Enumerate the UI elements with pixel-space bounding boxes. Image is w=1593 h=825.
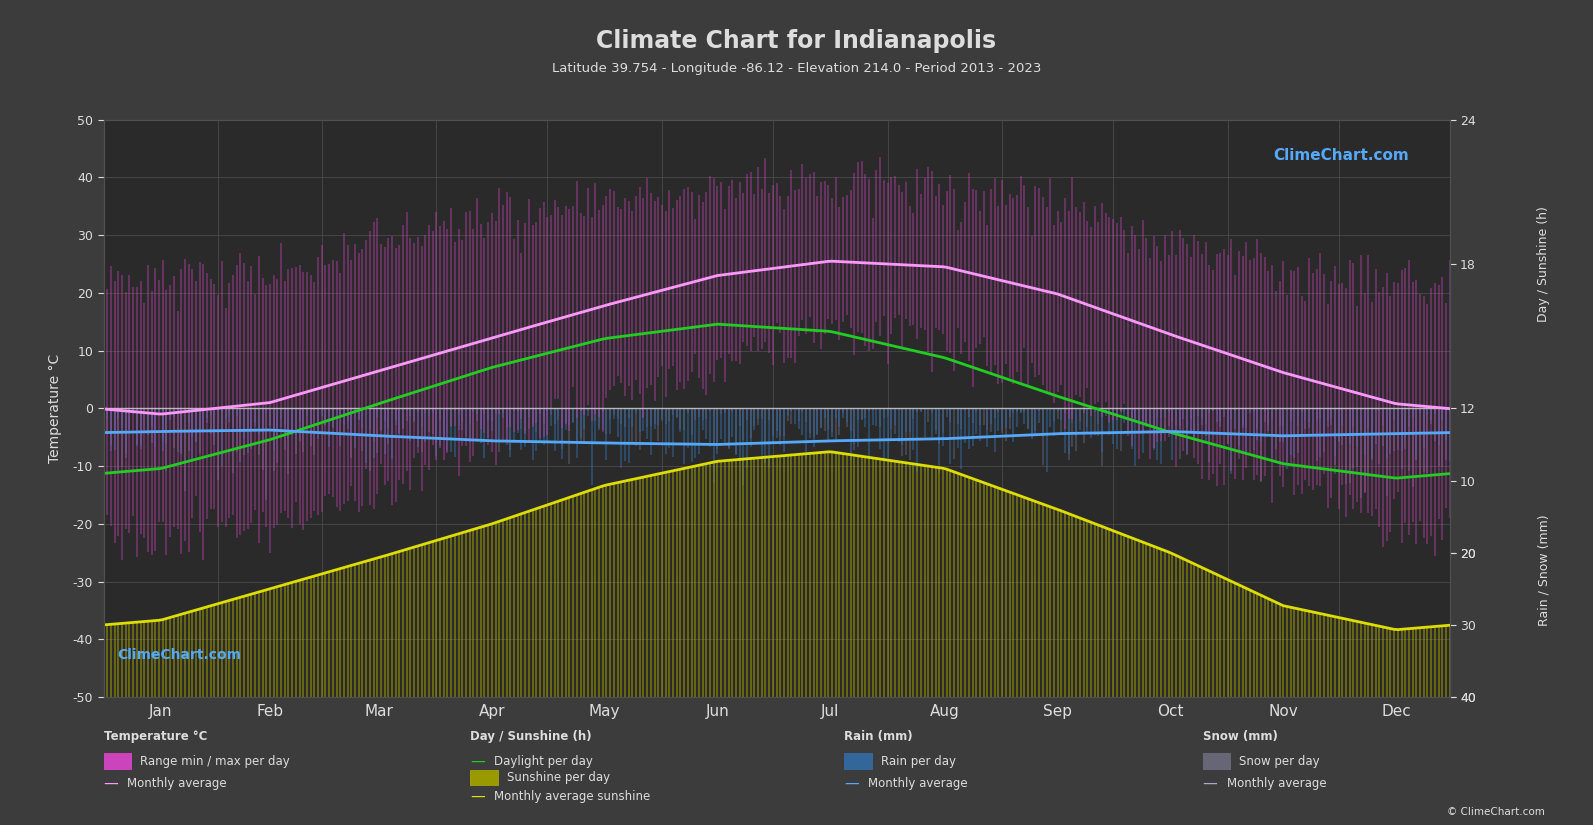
Text: Temperature °C: Temperature °C [104, 730, 207, 743]
Text: Monthly average sunshine: Monthly average sunshine [494, 790, 650, 803]
Text: —: — [844, 776, 859, 791]
Text: Monthly average: Monthly average [127, 777, 228, 790]
Text: ClimeChart.com: ClimeChart.com [1273, 148, 1410, 163]
Text: Day / Sunshine (h): Day / Sunshine (h) [470, 730, 591, 743]
Text: —: — [104, 776, 118, 791]
Text: Daylight per day: Daylight per day [494, 755, 593, 768]
Text: Day / Sunshine (h): Day / Sunshine (h) [1537, 206, 1550, 322]
Text: Monthly average: Monthly average [1227, 777, 1327, 790]
Text: —: — [470, 754, 484, 769]
Text: Range min / max per day: Range min / max per day [140, 755, 290, 768]
Y-axis label: Temperature °C: Temperature °C [48, 354, 62, 463]
Text: Sunshine per day: Sunshine per day [507, 771, 610, 785]
Text: Latitude 39.754 - Longitude -86.12 - Elevation 214.0 - Period 2013 - 2023: Latitude 39.754 - Longitude -86.12 - Ele… [551, 62, 1042, 75]
Text: Rain per day: Rain per day [881, 755, 956, 768]
Text: —: — [1203, 776, 1217, 791]
Text: Snow (mm): Snow (mm) [1203, 730, 1278, 743]
Text: Snow per day: Snow per day [1239, 755, 1321, 768]
Text: ClimeChart.com: ClimeChart.com [116, 648, 241, 662]
Text: —: — [470, 789, 484, 804]
Text: Rain (mm): Rain (mm) [844, 730, 913, 743]
Text: Monthly average: Monthly average [868, 777, 969, 790]
Text: Climate Chart for Indianapolis: Climate Chart for Indianapolis [596, 29, 997, 53]
Text: © ClimeChart.com: © ClimeChart.com [1448, 807, 1545, 817]
Text: Rain / Snow (mm): Rain / Snow (mm) [1537, 514, 1550, 626]
